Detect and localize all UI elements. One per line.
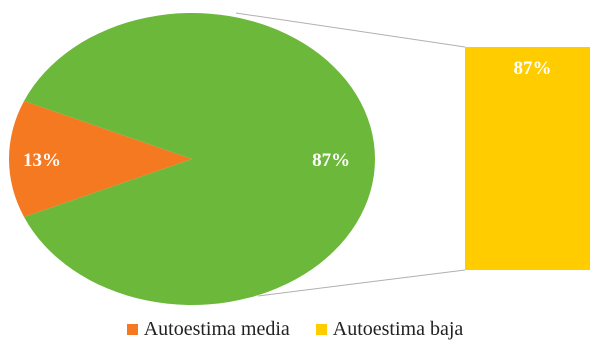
data-labels: 13% 87% 87% xyxy=(23,58,552,171)
main-pie xyxy=(9,13,376,306)
legend-swatch-baja xyxy=(315,324,327,335)
bar-label-0: 87% xyxy=(514,58,552,79)
bar-segment-0 xyxy=(465,47,590,270)
secondary-bar xyxy=(465,47,590,270)
legend-label-media: Autoestima media xyxy=(143,318,290,340)
legend-item-media: Autoestima media xyxy=(126,318,290,341)
legend-swatch-media xyxy=(126,324,138,335)
pie-slice-1 xyxy=(24,13,376,306)
pie-label-0: 13% xyxy=(23,150,61,171)
pie-slice-0 xyxy=(9,101,192,217)
connector-lines xyxy=(235,12,466,297)
legend: Autoestima media Autoestima baja xyxy=(0,318,590,341)
connector-top xyxy=(235,12,466,48)
connector-bottom xyxy=(257,269,466,297)
pie-label-1: 87% xyxy=(312,150,350,171)
legend-item-baja: Autoestima baja xyxy=(315,318,464,341)
legend-label-baja: Autoestima baja xyxy=(332,318,464,340)
